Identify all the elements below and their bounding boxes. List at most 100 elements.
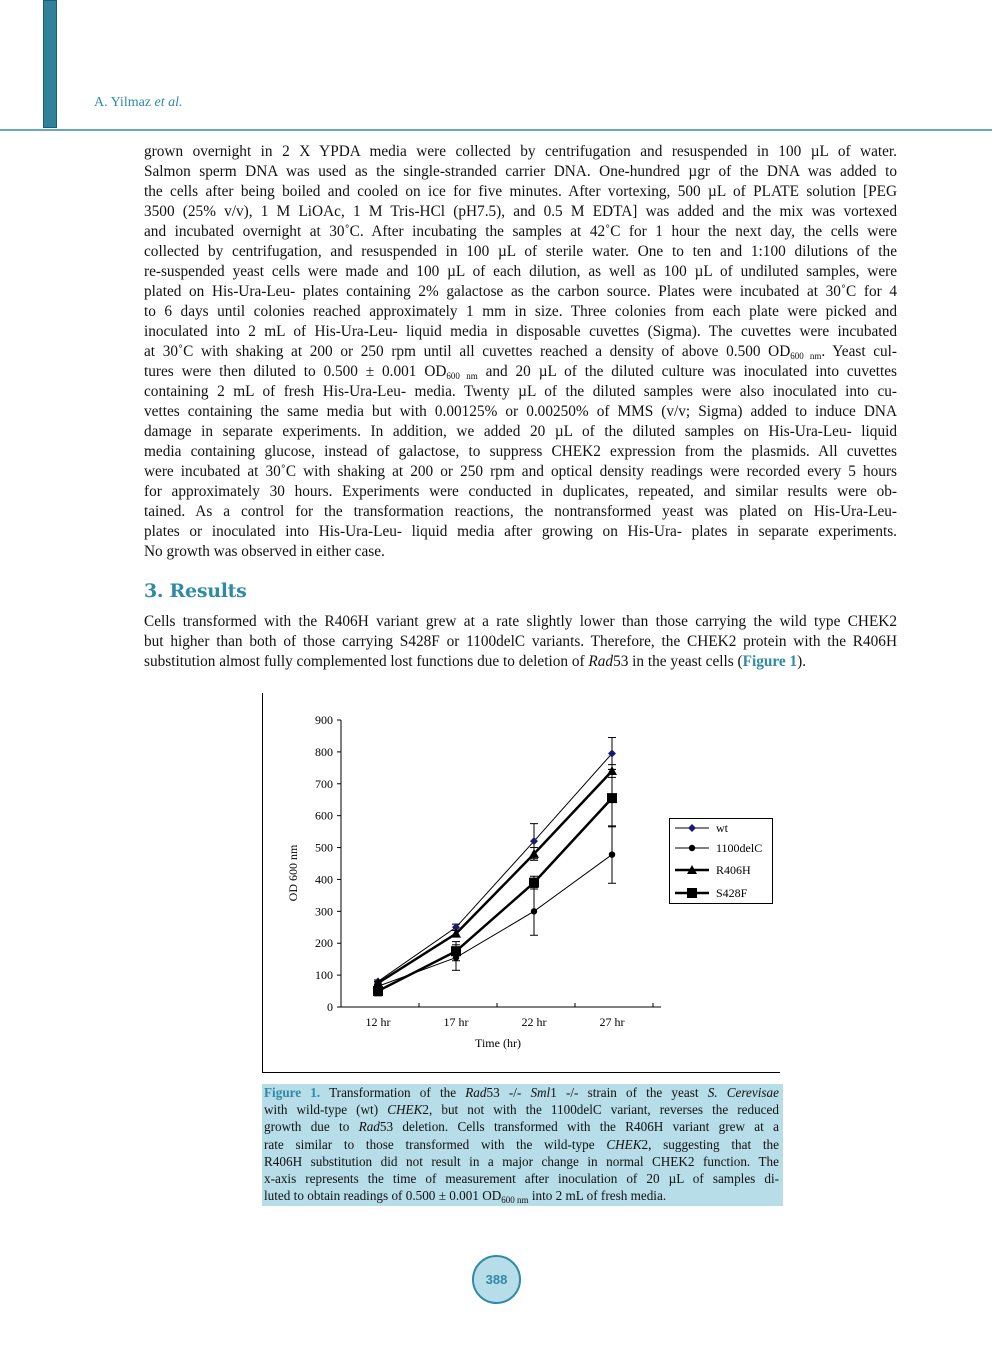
text-line: damage in separate experiments. In addit… xyxy=(144,423,897,440)
series-wt xyxy=(374,737,616,986)
marker-square xyxy=(451,946,461,957)
text-line: Salmon sperm DNA was used as the single-… xyxy=(144,163,897,180)
legend: wt 1100delC R406H S428F xyxy=(669,818,773,904)
y-tick-label: 800 xyxy=(315,745,333,759)
text-line: at 30˚C with shaking at 200 or 250 rpm u… xyxy=(144,342,897,362)
marker-triangle xyxy=(529,848,539,858)
text-line: tures were then diluted to 0.500 ± 0.001… xyxy=(144,362,897,382)
text-line: re-suspended yeast cells were made and 1… xyxy=(144,263,897,280)
text-segment: rate similar to those transformed with t… xyxy=(264,1136,607,1152)
text-line: collected by centrifugation, and resuspe… xyxy=(144,243,897,260)
text-segment: 53 in the yeast cells ( xyxy=(613,653,743,670)
text-line: were incubated at 30˚C with shaking at 2… xyxy=(144,463,897,480)
marker-triangle xyxy=(451,928,461,938)
x-tick-label: 12 hr xyxy=(366,1015,391,1029)
author-etal: et al. xyxy=(154,95,183,110)
x-tick-label: 22 hr xyxy=(522,1015,547,1029)
marker-diamond xyxy=(688,824,696,832)
text-segment: Transformation of the xyxy=(320,1085,466,1100)
series-line xyxy=(377,797,613,993)
italic-text: Rad xyxy=(588,653,614,670)
text-line: media containing glucose, instead of gal… xyxy=(144,443,897,460)
text-segment: substitution almost fully complemented l… xyxy=(144,653,589,670)
figure-1-chart: 0 100 200 300 400 500 600 700 800 900 12 hr 17 hr 22… xyxy=(262,693,780,1073)
text-line: to 6 days until colonies reached approxi… xyxy=(144,303,897,320)
y-axis-label: OD 600 nm xyxy=(286,844,300,901)
text-line: containing 2 mL of fresh His-Ura-Leu- me… xyxy=(144,383,897,400)
text-segment: into 2 mL of fresh media. xyxy=(528,1188,667,1204)
text-line: but higher than both of those carrying S… xyxy=(144,633,897,650)
marker-circle xyxy=(688,844,696,852)
marker-circle xyxy=(530,908,538,915)
y-tick-label: 900 xyxy=(315,713,333,727)
marker-diamond xyxy=(608,749,616,758)
text-segment: at 30˚C with shaking at 200 or 250 rpm u… xyxy=(144,343,791,360)
subscript: 600 nm xyxy=(501,1195,529,1206)
italic-text: Rad xyxy=(358,1119,380,1135)
text-segment: and 20 µL of the diluted culture was ino… xyxy=(477,363,897,380)
figure-link[interactable]: Figure 1 xyxy=(742,653,798,670)
text-line: Cells transformed with the R406H variant… xyxy=(144,613,897,630)
text-line: rate similar to those transformed with t… xyxy=(264,1136,779,1153)
header-rule xyxy=(0,129,992,131)
text-line: the cells after being boiled and cooled … xyxy=(144,183,897,200)
text-line: R406H substitution did not result in a m… xyxy=(264,1153,779,1169)
section-heading-results: 3. Results xyxy=(144,580,247,602)
text-line: inoculated into 2 mL of His-Ura-Leu- liq… xyxy=(144,323,897,340)
text-segment: 2, suggesting that the xyxy=(641,1136,779,1152)
marker-circle xyxy=(608,851,616,858)
text-line: for approximately 30 hours. Experiments … xyxy=(144,483,897,500)
text-line: substitution almost fully complemented l… xyxy=(144,652,897,672)
text-line: No growth was observed in either case. xyxy=(144,543,385,560)
marker-square xyxy=(529,877,539,888)
marker-diamond xyxy=(452,923,460,932)
y-tick-label: 300 xyxy=(315,904,333,918)
legend-box xyxy=(669,818,773,904)
legend-label: 1100delC xyxy=(716,841,762,855)
series-line xyxy=(377,770,613,985)
y-tick-label: 700 xyxy=(315,777,333,791)
text-line: vettes containing the same media but wit… xyxy=(144,403,897,420)
subscript: 600 nm xyxy=(790,351,822,361)
y-tick-label: 500 xyxy=(315,841,333,855)
text-line: tained. As a control for the transformat… xyxy=(144,503,897,520)
x-tick-label: 17 hr xyxy=(444,1015,469,1029)
text-line: x-axis represents the time of measuremen… xyxy=(264,1170,779,1186)
legend-label: wt xyxy=(716,821,729,835)
legend-label: S428F xyxy=(716,886,748,900)
text-line: and incubated overnight at 30˚C. After i… xyxy=(144,223,897,240)
running-header-author: A. Yilmaz et al. xyxy=(94,95,183,111)
text-line: Figure 1. Transformation of the Rad53 -/… xyxy=(264,1084,779,1101)
series-line xyxy=(377,753,613,982)
text-segment: ). xyxy=(797,653,807,670)
text-segment: . Yeast cul- xyxy=(821,343,898,360)
marker-square xyxy=(607,793,617,804)
series-S428F xyxy=(373,768,617,997)
text-line: growth due to Rad53 deletion. Cells tran… xyxy=(264,1118,779,1135)
y-tick-label: 100 xyxy=(315,968,333,982)
figure-caption: Figure 1. Transformation of the Rad53 -/… xyxy=(262,1084,783,1207)
y-tick-label: 600 xyxy=(315,809,333,823)
page-number: 388 xyxy=(472,1255,521,1304)
text-line: 3500 (25% v/v), 1 M LiOAc, 1 M Tris-HCl … xyxy=(144,203,897,220)
text-segment: tures were then diluted to 0.500 ± 0.001… xyxy=(144,363,447,380)
italic-text: CHEK xyxy=(387,1102,423,1118)
figure-link[interactable]: Figure 1. xyxy=(264,1085,321,1100)
marker-square xyxy=(687,888,697,898)
text-segment: 1 -/- strain of the yeast xyxy=(550,1085,708,1100)
header-accent-bar xyxy=(43,0,57,128)
text-line: with wild-type (wt) CHEK2, but not with … xyxy=(264,1101,779,1118)
series-R406H xyxy=(373,764,617,988)
italic-text: Rad xyxy=(465,1085,487,1100)
legend-label: R406H xyxy=(716,863,751,877)
methods-paragraph: grown overnight in 2 X YPDA media were c… xyxy=(144,142,897,562)
text-line: plates or inoculated into His-Ura-Leu- l… xyxy=(144,523,897,540)
y-tick-label: 0 xyxy=(327,1000,333,1014)
y-tick-label: 200 xyxy=(315,936,333,950)
author-name: A. Yilmaz xyxy=(94,95,152,110)
italic-text: S. Cerevisae xyxy=(707,1085,779,1100)
text-segment: with wild-type (wt) xyxy=(264,1102,388,1118)
text-segment: growth due to xyxy=(264,1119,359,1135)
marker-triangle xyxy=(373,978,383,988)
italic-text: CHEK xyxy=(606,1136,642,1152)
